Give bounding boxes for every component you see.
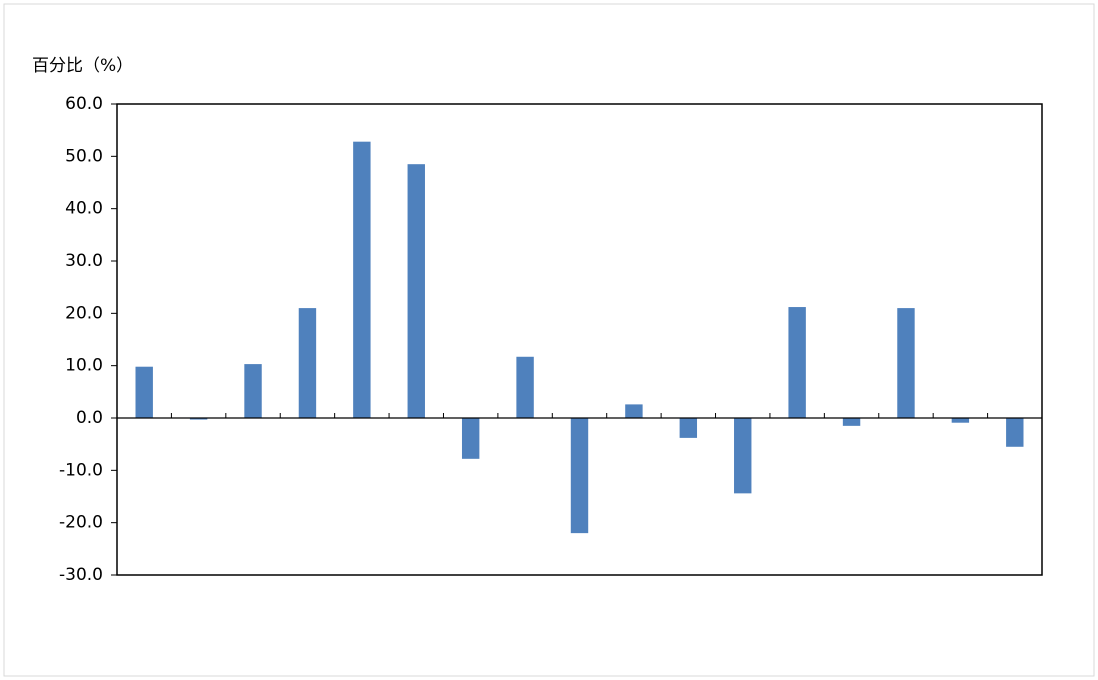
y-tick-label: 50.0 xyxy=(65,146,103,166)
bar xyxy=(842,418,861,426)
y-tick-label: 20.0 xyxy=(65,303,103,323)
bar xyxy=(788,307,806,418)
bar xyxy=(625,404,643,418)
bar xyxy=(461,418,480,459)
y-tick-label: -20.0 xyxy=(59,513,103,533)
bar xyxy=(570,418,589,534)
y-tick-label: 60.0 xyxy=(65,94,103,114)
y-tick-label: -10.0 xyxy=(59,460,103,480)
plot-area xyxy=(116,103,1043,576)
bar xyxy=(897,308,915,418)
bar xyxy=(189,418,208,420)
y-tick-label: 0.0 xyxy=(76,408,103,428)
bar xyxy=(407,164,425,418)
bar xyxy=(679,418,698,438)
bar xyxy=(516,356,534,418)
bar xyxy=(951,418,970,423)
y-tick-label: 10.0 xyxy=(65,356,103,376)
bar xyxy=(244,364,262,418)
bar xyxy=(298,308,317,418)
bar xyxy=(734,418,752,494)
y-tick-label: 30.0 xyxy=(65,251,103,271)
bar xyxy=(135,366,153,418)
y-tick-label: -30.0 xyxy=(59,565,103,585)
y-tick-label: 40.0 xyxy=(65,199,103,219)
y-axis-title: 百分比（%） xyxy=(32,56,133,76)
bar xyxy=(353,141,371,418)
bar xyxy=(1006,418,1024,447)
